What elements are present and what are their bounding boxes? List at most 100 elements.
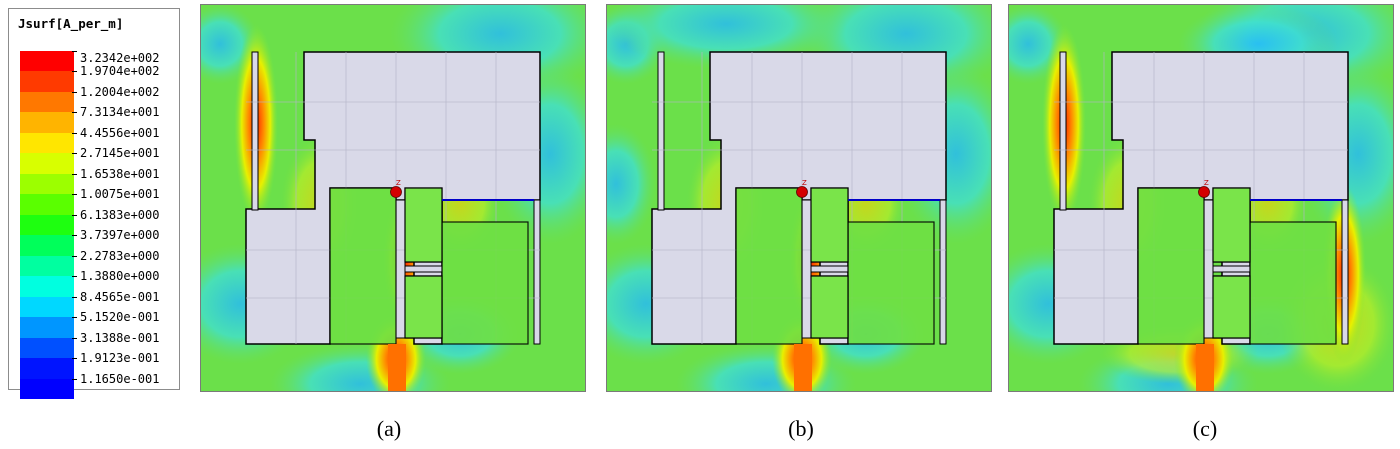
lower-left-slot xyxy=(1137,187,1205,345)
legend-label: 4.4556e+001 xyxy=(80,125,160,140)
legend-label: 1.2004e+002 xyxy=(80,84,160,99)
legend-tick xyxy=(72,153,77,155)
legend-title: Jsurf[A_per_m] xyxy=(18,16,124,31)
legend-tick xyxy=(72,337,77,339)
legend-swatch xyxy=(20,255,74,277)
legend-swatch xyxy=(20,235,74,256)
legend-color-bar xyxy=(20,51,74,399)
legend-label: 2.2783e+000 xyxy=(80,248,160,263)
color-legend: Jsurf[A_per_m] 3.2342e+002 1.9704e+002 1.2… xyxy=(8,8,180,399)
legend-label: 8.4565e-001 xyxy=(80,289,160,304)
inner-slot-upper xyxy=(810,187,849,263)
legend-label: 6.1383e+000 xyxy=(80,207,160,222)
legend-tick xyxy=(72,235,77,237)
legend-swatch xyxy=(20,214,74,236)
lower-right-slot xyxy=(847,221,935,345)
legend-label: 1.1650e-001 xyxy=(80,371,160,386)
legend-label: 1.3880e+000 xyxy=(80,269,160,284)
legend-tick xyxy=(72,276,77,278)
left-strip xyxy=(251,51,259,211)
legend-label: 2.7145e+001 xyxy=(80,146,160,161)
panel-border xyxy=(606,4,992,392)
legend-swatch xyxy=(20,276,74,297)
left-strip xyxy=(1059,51,1067,211)
feed-strip xyxy=(388,344,406,392)
legend-tick xyxy=(72,358,77,360)
field-plot: Z xyxy=(1008,4,1394,392)
legend-swatch xyxy=(20,91,74,113)
legend-swatch xyxy=(20,378,74,399)
legend-swatch xyxy=(20,194,74,215)
current-distribution-panel-a: Z xyxy=(200,4,586,392)
feed-port-marker xyxy=(1198,186,1210,198)
legend-swatch xyxy=(20,296,74,318)
legend-tick xyxy=(72,91,77,93)
legend-tick xyxy=(72,296,77,298)
caption-c: (c) xyxy=(1192,416,1218,441)
legend-swatch xyxy=(20,317,74,338)
legend-tick xyxy=(72,51,77,52)
slot-bridge xyxy=(404,265,443,273)
field-plot: Z xyxy=(606,4,992,392)
legend-label: 1.0075e+001 xyxy=(80,187,160,202)
right-strip xyxy=(939,199,947,345)
field-plot: Z xyxy=(200,4,586,392)
inner-slot-lower xyxy=(810,275,849,339)
legend-label: 1.9123e-001 xyxy=(80,351,160,366)
legend-swatch xyxy=(20,173,74,195)
legend-tick xyxy=(72,112,77,114)
legend-label: 1.6538e+001 xyxy=(80,166,160,181)
legend-tick xyxy=(72,214,77,216)
slot-bridge xyxy=(810,265,849,273)
inner-slot-upper xyxy=(404,187,443,263)
center-strip xyxy=(801,199,812,339)
right-strip xyxy=(533,199,541,345)
panel-border xyxy=(1008,4,1394,392)
port-label: Z xyxy=(1204,179,1209,187)
legend-tick xyxy=(72,132,77,134)
legend-tick xyxy=(72,317,77,319)
panel-border xyxy=(200,4,586,392)
slot-bridge xyxy=(1212,265,1251,273)
legend-swatch xyxy=(20,337,74,359)
legend-label: 5.1520e-001 xyxy=(80,310,160,325)
current-distribution-panel-c: Z xyxy=(1008,4,1394,392)
lower-right-slot xyxy=(1249,221,1337,345)
lower-left-slot xyxy=(735,187,803,345)
legend-swatch xyxy=(20,51,74,72)
feed-port-marker xyxy=(796,186,808,198)
legend-tick xyxy=(72,173,77,175)
legend-swatch xyxy=(20,112,74,133)
inner-slot-lower xyxy=(404,275,443,339)
legend-label: 3.7397e+000 xyxy=(80,228,160,243)
caption-a: (a) xyxy=(376,416,402,441)
port-label: Z xyxy=(396,179,401,187)
lower-right-slot xyxy=(441,221,529,345)
legend-tick xyxy=(72,194,77,196)
lower-left-slot xyxy=(329,187,397,345)
legend-swatch xyxy=(20,71,74,92)
feed-strip xyxy=(794,344,812,392)
caption-b: (b) xyxy=(788,416,814,441)
inner-slot-lower xyxy=(1212,275,1251,339)
feed-strip xyxy=(1196,344,1214,392)
current-distribution-panel-b: Z xyxy=(606,4,992,392)
feed-port-marker xyxy=(390,186,402,198)
legend-label: 1.9704e+002 xyxy=(80,64,160,79)
port-label: Z xyxy=(802,179,807,187)
legend-label: 7.3134e+001 xyxy=(80,105,160,120)
left-strip xyxy=(657,51,665,211)
legend-label: 3.1388e-001 xyxy=(80,330,160,345)
low-current-region xyxy=(606,124,656,244)
legend-swatch xyxy=(20,153,74,174)
legend-tick xyxy=(72,378,77,380)
legend-tick xyxy=(72,255,77,257)
legend-swatch xyxy=(20,358,74,379)
center-strip xyxy=(395,199,406,339)
legend-tick xyxy=(72,71,77,73)
inner-slot-upper xyxy=(1212,187,1251,263)
right-strip xyxy=(1341,199,1349,345)
legend-swatch xyxy=(20,132,74,154)
legend-label: 3.2342e+002 xyxy=(80,51,160,65)
center-strip xyxy=(1203,199,1214,339)
